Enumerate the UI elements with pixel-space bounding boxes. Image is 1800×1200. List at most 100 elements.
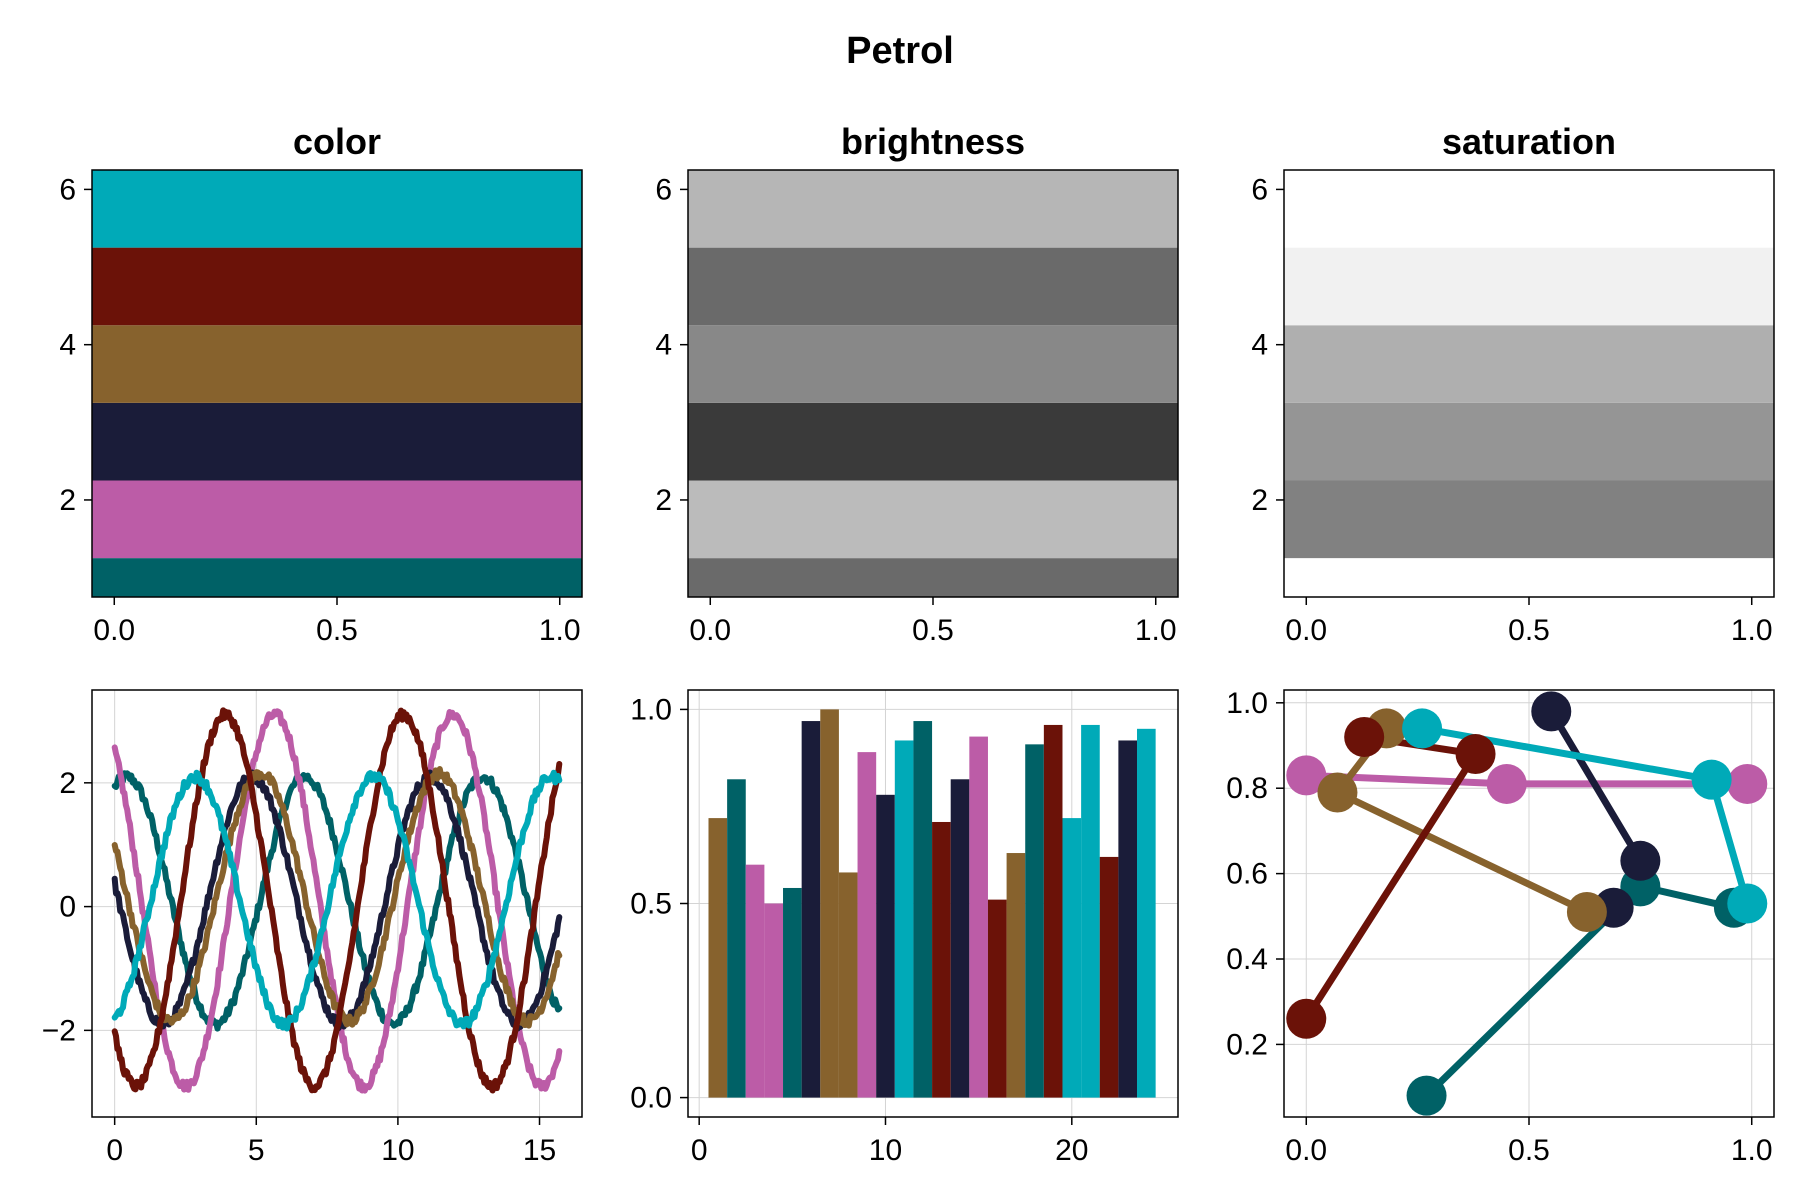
line-series-3 bbox=[111, 766, 563, 1029]
y-tick-label: 0 bbox=[59, 891, 76, 924]
panel-title: saturation bbox=[1442, 121, 1616, 162]
scatter-point-4-2 bbox=[1286, 998, 1327, 1039]
x-tick-label: 1.0 bbox=[1731, 1134, 1773, 1167]
bar-18 bbox=[1043, 724, 1063, 1098]
bar-8 bbox=[857, 752, 877, 1098]
bar-22 bbox=[1118, 740, 1138, 1098]
color-panel: 0.0 0.5 1.0 2 4 6 color bbox=[59, 121, 583, 647]
color-band-0 bbox=[688, 558, 1178, 597]
bar-16 bbox=[1006, 853, 1026, 1098]
x-tick-label: 0.0 bbox=[689, 614, 731, 647]
bar-3 bbox=[764, 903, 784, 1098]
panel-title: brightness bbox=[841, 121, 1025, 162]
y-tick-label: 0.4 bbox=[1226, 943, 1268, 976]
y-tick-label: 1.0 bbox=[1226, 687, 1268, 720]
x-tick-label: 0.0 bbox=[1285, 614, 1327, 647]
y-tick-label: 0.2 bbox=[1226, 1028, 1268, 1061]
x-tick-label: 0.5 bbox=[1508, 1134, 1550, 1167]
color-band-0 bbox=[92, 558, 582, 597]
line-series-5 bbox=[111, 769, 563, 1032]
x-tick-label: 0.0 bbox=[1285, 1134, 1327, 1167]
x-tick-label: 0.5 bbox=[316, 614, 358, 647]
color-band-5 bbox=[1284, 170, 1774, 248]
x-tick-label: 0 bbox=[106, 1134, 123, 1167]
x-tick-label: 0.0 bbox=[93, 614, 135, 647]
x-tick-label: 1.0 bbox=[539, 614, 581, 647]
bar-9 bbox=[876, 794, 895, 1098]
scatter-point-2-0 bbox=[1531, 691, 1572, 732]
line-series-4 bbox=[111, 707, 563, 1094]
bar-5 bbox=[801, 721, 821, 1098]
bar-15 bbox=[987, 899, 1007, 1098]
bar-20 bbox=[1081, 724, 1100, 1098]
x-tick-label: 10 bbox=[869, 1134, 902, 1167]
color-band-1 bbox=[1284, 480, 1774, 559]
color-band-3 bbox=[688, 325, 1178, 403]
scatter-point-2-1 bbox=[1620, 840, 1661, 881]
y-tick-label: 2 bbox=[655, 484, 672, 517]
bars-panel: 0 10 20 0.0 0.5 1.0 bbox=[630, 689, 1179, 1167]
y-tick-label: 6 bbox=[1251, 173, 1268, 206]
bar-1 bbox=[727, 779, 746, 1098]
y-tick-label: 2 bbox=[59, 484, 76, 517]
scatter-point-1-2 bbox=[1727, 763, 1768, 804]
bar-6 bbox=[820, 709, 839, 1098]
y-tick-label: 2 bbox=[1251, 484, 1268, 517]
bar-0 bbox=[708, 818, 728, 1098]
plot-area bbox=[1303, 709, 1751, 1099]
x-tick-label: 1.0 bbox=[1731, 614, 1773, 647]
scatter-point-3-2 bbox=[1566, 892, 1607, 933]
y-tick-label: 0.6 bbox=[1226, 858, 1268, 891]
color-band-5 bbox=[92, 170, 582, 248]
y-tick-label: 4 bbox=[59, 329, 76, 362]
bar-23 bbox=[1137, 728, 1156, 1098]
x-tick-label: 5 bbox=[248, 1134, 265, 1167]
y-tick-label: 6 bbox=[655, 173, 672, 206]
panel-title: color bbox=[293, 121, 381, 162]
plot-area bbox=[688, 170, 1178, 597]
color-band-0 bbox=[1284, 558, 1774, 597]
y-tick-label: 0.8 bbox=[1226, 772, 1268, 805]
bar-12 bbox=[932, 821, 951, 1098]
y-tick-label: 0.5 bbox=[630, 888, 672, 921]
bar-19 bbox=[1062, 818, 1082, 1098]
lines-panel: 0 5 10 15 −2 0 2 bbox=[42, 689, 583, 1167]
color-band-4 bbox=[92, 247, 582, 326]
x-tick-label: 0.5 bbox=[1508, 614, 1550, 647]
plot-area bbox=[111, 707, 563, 1094]
color-band-1 bbox=[92, 480, 582, 559]
bar-10 bbox=[894, 740, 914, 1098]
color-band-1 bbox=[688, 480, 1178, 559]
scatter-panel: 0.0 0.5 1.0 0.2 0.4 0.6 0.8 1.0 bbox=[1226, 687, 1775, 1167]
scatter-point-5-0 bbox=[1402, 708, 1443, 749]
scatter-point-3-1 bbox=[1317, 772, 1358, 813]
bar-7 bbox=[838, 872, 858, 1098]
bar-4 bbox=[783, 887, 802, 1098]
y-tick-label: 2 bbox=[59, 767, 76, 800]
bar-11 bbox=[913, 721, 933, 1098]
scatter-point-4-0 bbox=[1344, 716, 1385, 757]
bar-14 bbox=[969, 736, 988, 1098]
scatter-point-5-1 bbox=[1691, 759, 1732, 800]
y-tick-label: −2 bbox=[42, 1014, 76, 1047]
saturation-panel: 0.0 0.5 1.0 2 4 6 saturation bbox=[1251, 121, 1775, 647]
brightness-panel: 0.0 0.5 1.0 2 4 6 brightness bbox=[655, 121, 1179, 647]
x-tick-label: 1.0 bbox=[1135, 614, 1177, 647]
plot-area bbox=[1284, 170, 1774, 597]
plot-area bbox=[708, 709, 1156, 1098]
axis-frame bbox=[91, 689, 583, 1118]
y-tick-label: 0.0 bbox=[630, 1082, 672, 1115]
scatter-point-1-0 bbox=[1286, 755, 1327, 796]
color-band-3 bbox=[92, 325, 582, 403]
color-band-4 bbox=[688, 247, 1178, 326]
scatter-point-4-1 bbox=[1455, 734, 1496, 775]
color-band-5 bbox=[688, 170, 1178, 248]
y-tick-label: 4 bbox=[1251, 329, 1268, 362]
scatter-point-1-1 bbox=[1486, 763, 1527, 804]
y-tick-label: 4 bbox=[655, 329, 672, 362]
bar-2 bbox=[745, 864, 765, 1098]
y-tick-label: 6 bbox=[59, 173, 76, 206]
color-band-2 bbox=[688, 402, 1178, 481]
